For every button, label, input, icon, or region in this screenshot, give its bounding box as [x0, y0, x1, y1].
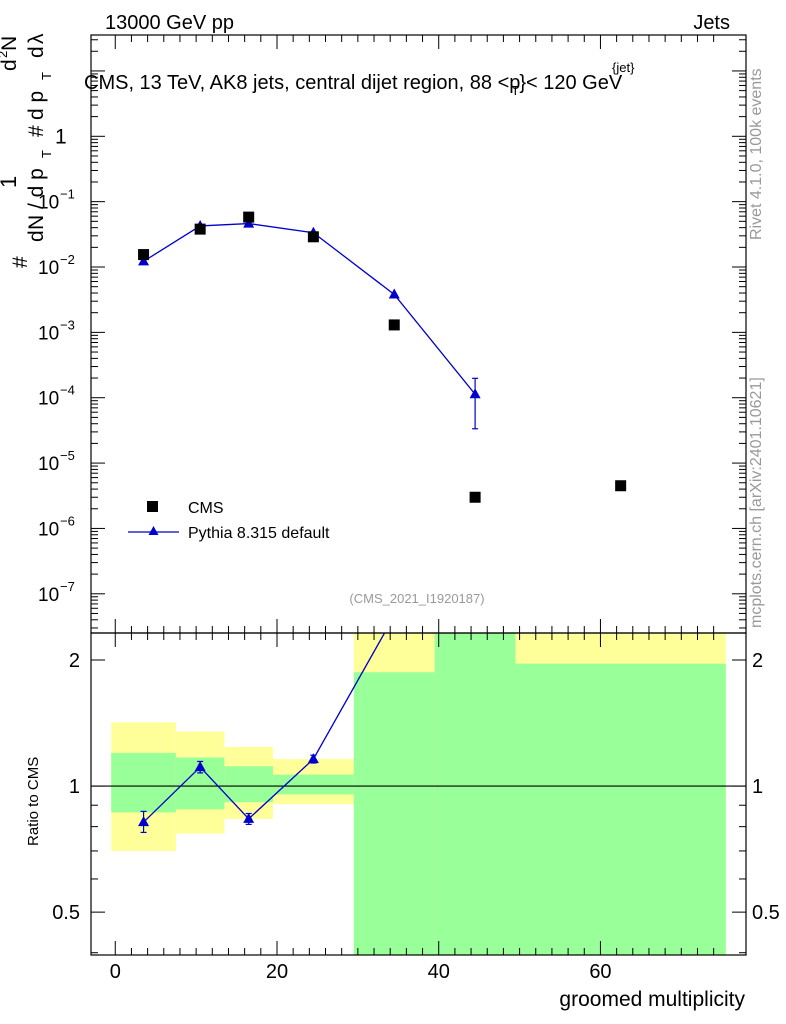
ratio-ytick-label-right: 0.5 [752, 902, 780, 924]
ratio-bands [111, 633, 726, 955]
pythia-point-0 [138, 255, 150, 266]
main-ytick-label: 10 [38, 519, 59, 540]
main-marks [138, 211, 627, 503]
legend-cms-label: CMS [188, 500, 224, 517]
ylabel-n2: N [0, 36, 21, 51]
cms-point-0 [138, 249, 150, 261]
legend: CMS Pythia 8.315 default [128, 500, 330, 542]
ratio-ytick-label-left: 0.5 [52, 902, 80, 924]
pythia-point-5 [469, 388, 481, 399]
ylabel-dpt2: d p [25, 91, 48, 120]
main-ytick-label-exp: −3 [60, 317, 75, 332]
ratio-xtick-label: 60 [589, 961, 611, 983]
ratio-band-green-2 [224, 766, 273, 803]
ylabel-n-dpt: N / d p [25, 168, 48, 230]
header-energy: 13000 GeV pp [105, 12, 234, 34]
main-ytick-label: 10 [38, 389, 59, 410]
legend-pythia-marker [148, 526, 159, 535]
plot-title-main: CMS, 13 TeV, AK8 jets, central dijet reg… [84, 72, 520, 94]
ratio-band-green-4 [353, 672, 435, 955]
cms-point-2 [243, 211, 255, 223]
plot-title: CMS, 13 TeV, AK8 jets, central dijet reg… [84, 72, 623, 98]
ratio-y-label: Ratio to CMS [25, 757, 42, 846]
main-frame [90, 34, 747, 634]
ratio-band-green-0 [111, 752, 176, 813]
legend-cms-marker [147, 501, 158, 512]
ratio-frame [90, 632, 747, 956]
ylabel-d3: d [25, 46, 48, 58]
main-ytick-label-exp: −4 [60, 383, 75, 398]
main-ytick-label-exp: −6 [60, 513, 75, 528]
ratio-ytick-label-right: 1 [752, 776, 763, 798]
ylabel-hash-1: # [9, 256, 32, 268]
main-ytick-label-exp: −5 [60, 448, 75, 463]
cms-point-4 [388, 319, 400, 331]
main-ytick-label: 10 [38, 193, 59, 214]
ratio-ytick-label-left: 1 [69, 776, 80, 798]
main-ytick-label: 10 [38, 258, 59, 279]
ratio-axes: 0.5 0.51 12 20 20 40 60 [52, 632, 780, 983]
ratio-pythia-point-0 [138, 816, 150, 827]
ylabel-d2: d [0, 59, 21, 71]
ratio-marks [138, 632, 386, 834]
main-ytick-label-exp: −1 [60, 187, 75, 202]
ylabel-t-sub2: T [39, 72, 54, 80]
ylabel-square: 2 [0, 51, 10, 58]
ratio-xtick-label: 40 [428, 961, 450, 983]
plot-title-sup: {jet} [612, 60, 635, 75]
plot-title-tail: }< 120 GeV [519, 72, 623, 94]
main-ytick-label: 1 [55, 125, 67, 148]
legend-pythia-label: Pythia 8.315 default [188, 525, 330, 542]
plot-title-sub: T [511, 83, 519, 98]
cms-point-6 [615, 480, 627, 492]
main-axes: 110−110−210−310−410−510−610−7 [38, 34, 747, 634]
main-ytick-label: 10 [38, 323, 59, 344]
ylabel-hash-2: # [25, 125, 48, 137]
main-ytick-label-exp: −7 [60, 579, 75, 594]
main-ytick-label: 10 [38, 585, 59, 606]
header-category: Jets [693, 12, 730, 34]
ratio-band-green-6 [515, 663, 726, 955]
ylabel-lambda: λ [25, 33, 48, 44]
mcplots-note: mcplots.cern.ch [arXiv:2401.10621] [748, 377, 765, 628]
cms-point-1 [194, 223, 206, 235]
ylabel-t-sub: T [39, 150, 54, 158]
x-axis-label: groomed multiplicity [559, 988, 745, 1011]
ratio-ytick-label-left: 2 [69, 650, 80, 672]
pythia-point-4 [388, 288, 400, 299]
cms-point-5 [469, 491, 481, 503]
ylabel-d: d [25, 230, 48, 242]
main-ytick-label-exp: −2 [60, 252, 75, 267]
rivet-note: Rivet 4.1.0, 100k events [748, 68, 765, 240]
ratio-pythia-point-1 [194, 761, 206, 772]
analysis-tag: (CMS_2021_I1920187) [349, 591, 484, 606]
pythia-line [143, 222, 476, 395]
main-ytick-label: 10 [38, 454, 59, 475]
y-axis-label: # 1 d N / d p T # d N d p T d λ 2 [0, 33, 54, 268]
ratio-band-green-3 [272, 774, 354, 795]
ratio-xtick-label: 20 [266, 961, 288, 983]
ratio-ytick-label-right: 2 [752, 650, 763, 672]
ratio-pythia-point-3 [307, 753, 319, 764]
ylabel-one: 1 [0, 176, 21, 188]
ratio-pythia-point-2 [243, 812, 255, 823]
cms-point-3 [307, 231, 319, 243]
ratio-band-green-5 [434, 633, 516, 955]
ratio-xtick-label: 0 [110, 961, 121, 983]
